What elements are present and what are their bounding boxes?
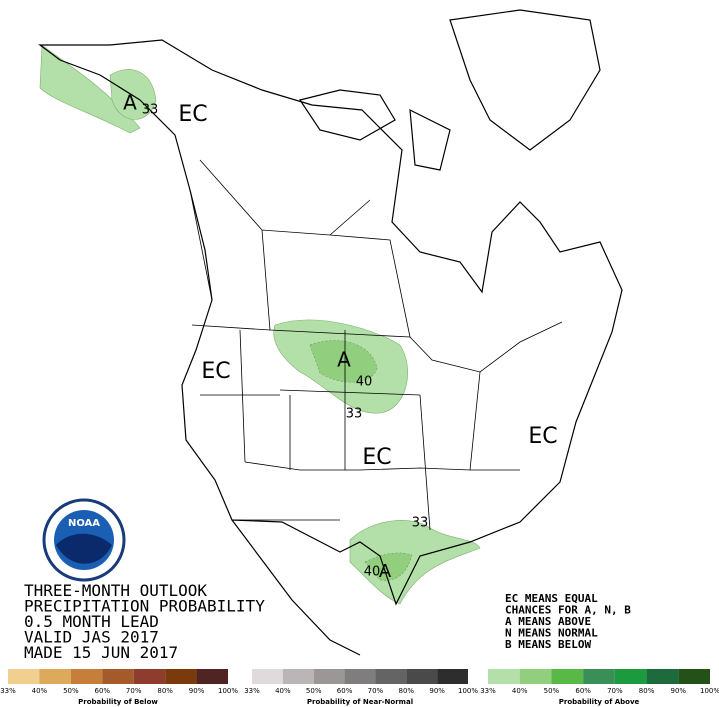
map-label: A [379, 561, 392, 582]
legend-tick: 60% [95, 687, 111, 695]
map-label: EC [362, 445, 391, 470]
legend-tick: 90% [429, 687, 445, 695]
legend-tick: 40% [275, 687, 291, 695]
legend-tick: 60% [575, 687, 591, 695]
map-label: EC [528, 424, 557, 449]
legend-swatch [678, 669, 710, 684]
map-label: 33 [412, 516, 429, 531]
key-line: CHANCES FOR A, N, B [505, 604, 631, 617]
legend-tick: 50% [306, 687, 322, 695]
border [189, 159, 411, 338]
legend-swatch [39, 669, 71, 684]
key-line: A MEANS ABOVE [505, 615, 591, 628]
map-label: 33 [346, 407, 363, 422]
coastline [231, 519, 361, 656]
legend-swatch [8, 669, 40, 684]
title-line: 0.5 MONTH LEAD [24, 612, 159, 631]
legend-title: Probability of Above [559, 698, 640, 706]
map-label: A [337, 348, 351, 372]
map-label: 40 [356, 375, 373, 390]
legends: 33% 40% 50% 60% 70% 80% 90% 100% Probability of … [0, 669, 719, 706]
legend-swatch [437, 669, 468, 684]
legend-tick: 80% [399, 687, 415, 695]
key-line: B MEANS BELOW [505, 638, 591, 651]
legend-swatch [519, 669, 552, 684]
map-label: EC [201, 359, 230, 384]
area-above [309, 340, 378, 383]
title-line: MADE 15 JUN 2017 [24, 643, 178, 662]
key-line: N MEANS NORMAL [505, 627, 598, 640]
legend-tick: 90% [189, 687, 205, 695]
map-labels: EC EC EC EC A A A 33 33 33 40 40 [123, 91, 557, 583]
borders [189, 159, 563, 531]
coastline [449, 9, 601, 151]
map-label: EC [178, 102, 207, 127]
legend-tick: 33% [244, 687, 260, 695]
title-line: THREE-MONTH OUTLOOK [24, 581, 207, 600]
legend-tick: 40% [512, 687, 528, 695]
legend-swatch [196, 669, 228, 684]
legend-tick: 70% [126, 687, 142, 695]
legend-tick: 70% [368, 687, 384, 695]
legend-tick: 90% [671, 687, 687, 695]
legend-swatch [165, 669, 197, 684]
area-above [349, 520, 481, 605]
legend-swatch [614, 669, 647, 684]
legend-swatch [551, 669, 584, 684]
legend-tick: 100% [218, 687, 238, 695]
legend-swatch [375, 669, 407, 684]
legend-tick: 40% [32, 687, 48, 695]
legend-swatch [102, 669, 134, 684]
legend-tick: 80% [639, 687, 655, 695]
key-line: EC MEANS EQUAL [505, 592, 598, 605]
legend-swatch [252, 669, 283, 684]
legend-swatch [133, 669, 166, 684]
legend-swatch [70, 669, 103, 684]
logo-text: NOAA [68, 518, 100, 529]
probability-areas [39, 44, 481, 605]
legend-tick: 50% [544, 687, 560, 695]
title-line: PRECIPITATION PROBABILITY [24, 597, 265, 616]
legend-tick: 60% [337, 687, 353, 695]
legend-tick: 33% [0, 687, 16, 695]
map-label: 40 [364, 565, 381, 580]
title-line: VALID JAS 2017 [24, 628, 159, 647]
legend-swatch [488, 669, 520, 684]
border [200, 329, 520, 531]
noaa-logo: NOAA [42, 498, 126, 582]
map-label: 33 [142, 103, 159, 118]
area-above [109, 69, 157, 120]
legend-swatch [406, 669, 438, 684]
legend-swatch [313, 669, 345, 684]
legend-tick: 80% [157, 687, 173, 695]
legend-swatch [282, 669, 314, 684]
legend-tick: 33% [480, 687, 496, 695]
legend-swatch [344, 669, 376, 684]
legend-swatch [646, 669, 679, 684]
coastline [299, 89, 451, 171]
legend-title: Probability of Below [78, 698, 158, 706]
legend-tick: 50% [63, 687, 79, 695]
map-label: A [123, 91, 137, 115]
legend-swatch [583, 669, 615, 684]
legend-tick: 100% [700, 687, 719, 695]
legend-tick: 70% [607, 687, 623, 695]
legend-tick: 100% [458, 687, 478, 695]
logo-bird [56, 533, 112, 564]
legend-title: Probability of Near-Normal [307, 698, 413, 706]
